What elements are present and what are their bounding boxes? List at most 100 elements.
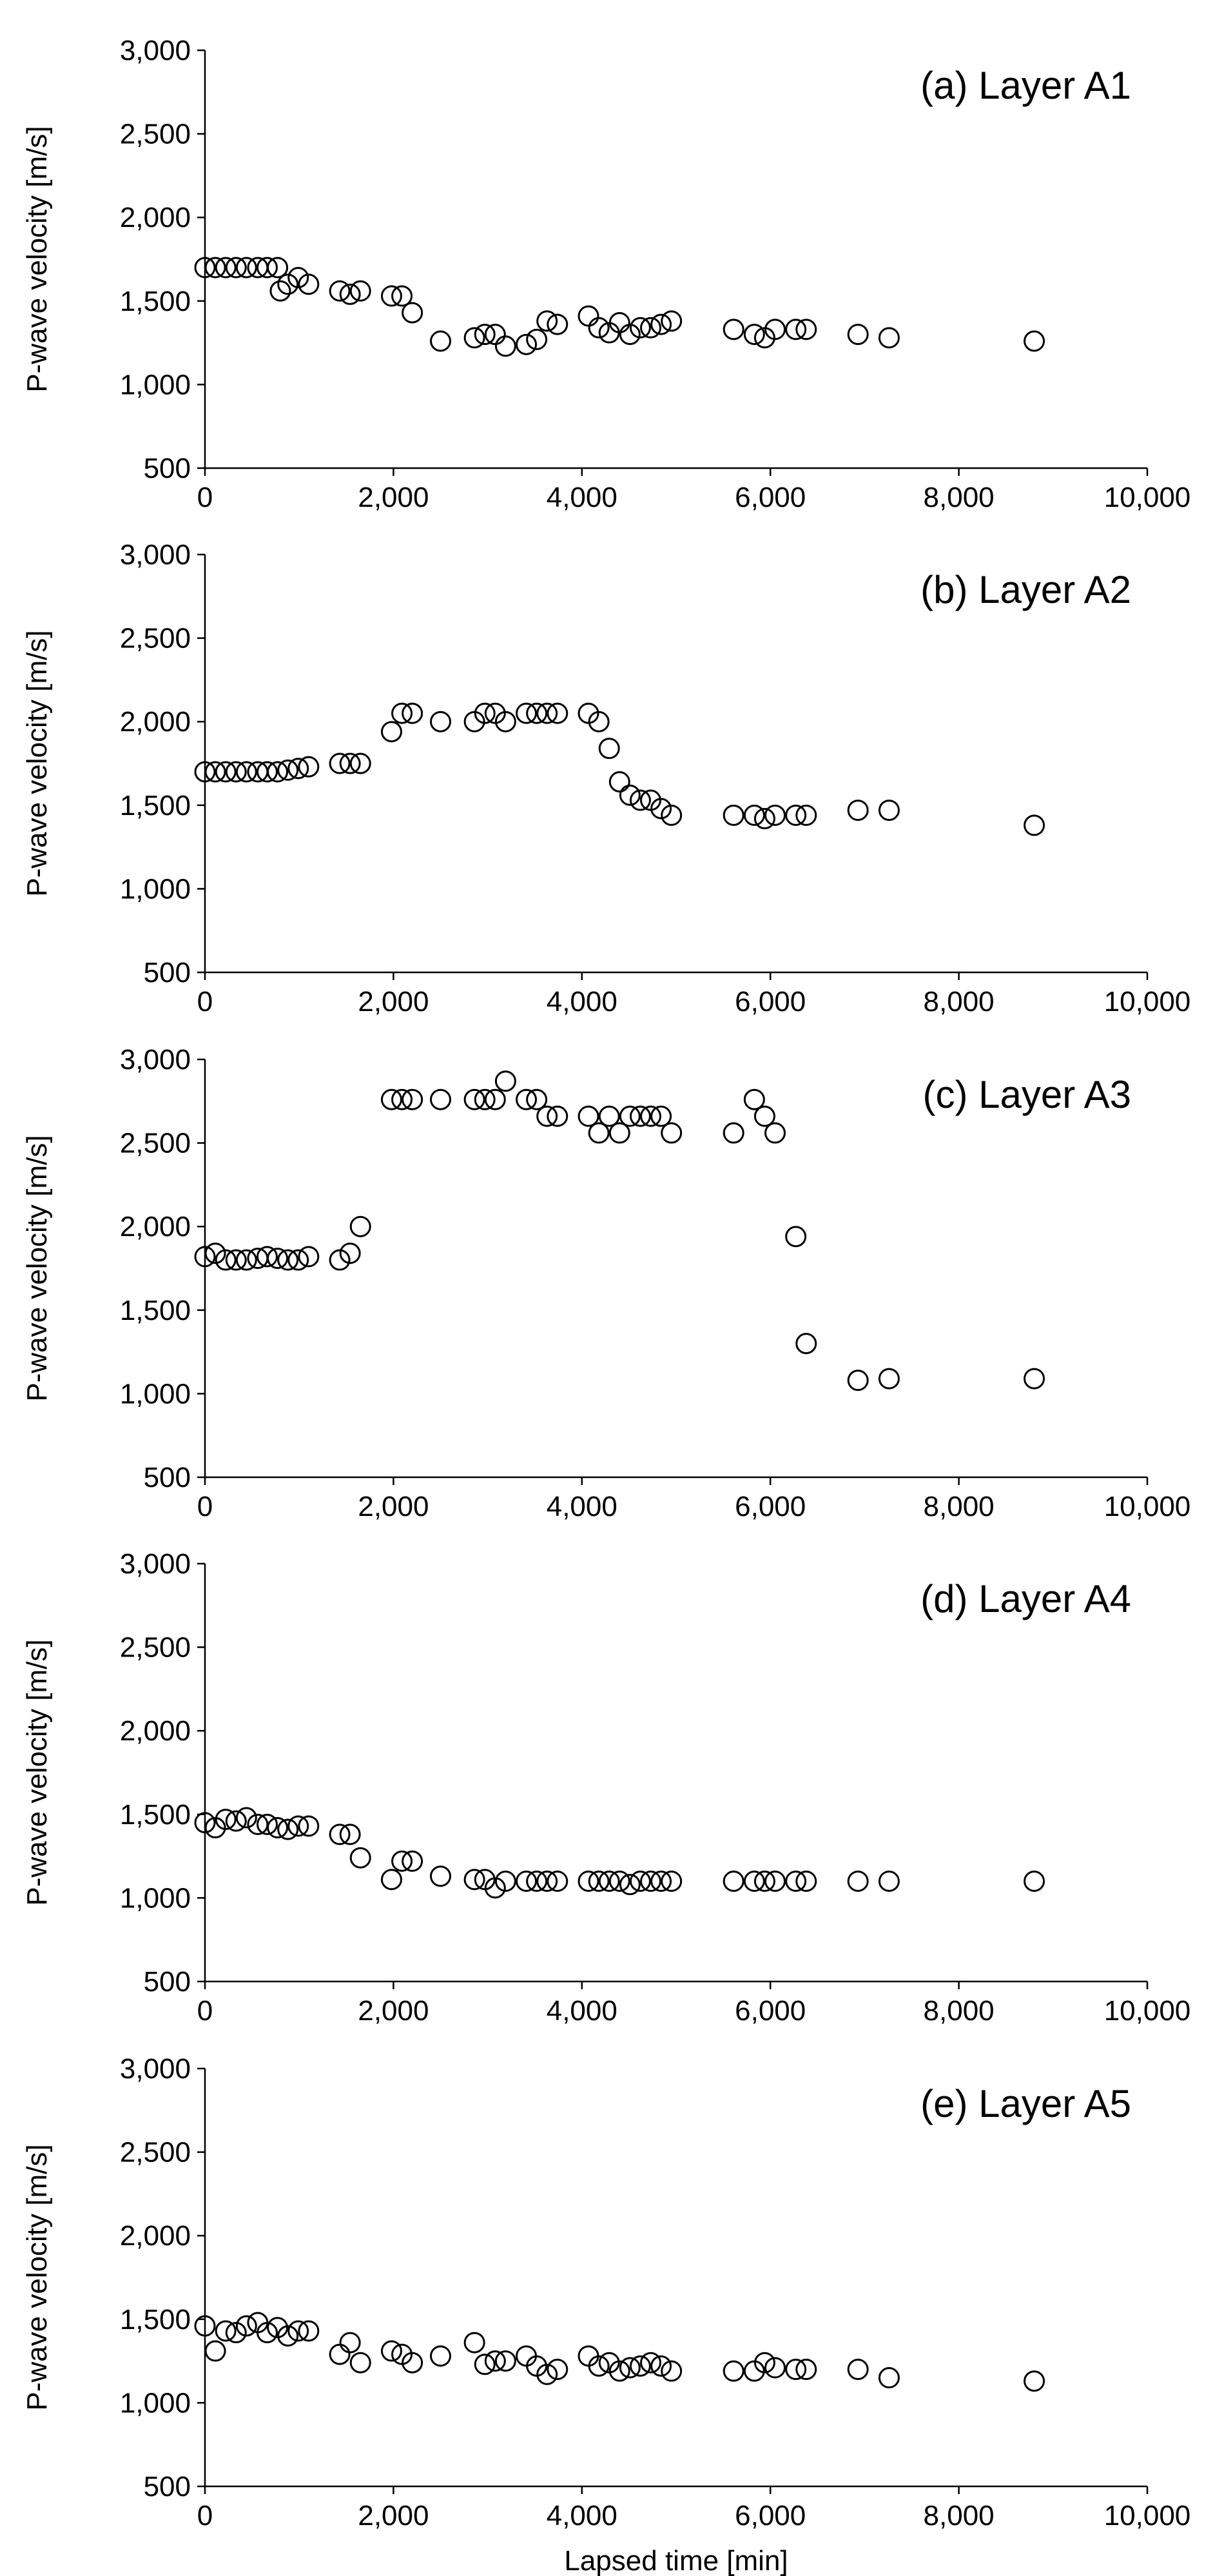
panel-title: (b) Layer A2 xyxy=(920,568,1131,611)
x-tick-label: 4,000 xyxy=(547,1995,617,2027)
data-point xyxy=(764,1870,786,1892)
data-point xyxy=(1024,1368,1045,1390)
y-tick-label: 1,500 xyxy=(120,790,191,821)
data-point xyxy=(785,319,807,340)
data-point xyxy=(267,1247,289,1269)
data-point xyxy=(629,317,651,339)
data-point xyxy=(235,761,257,783)
data-point xyxy=(764,804,786,826)
data-point xyxy=(516,333,538,355)
y-tick-label: 500 xyxy=(144,2471,191,2502)
x-axis-title: Lapsed time [min] xyxy=(564,2545,788,2576)
y-tick-label: 3,000 xyxy=(120,539,191,571)
data-point xyxy=(391,285,413,307)
x-tick-label: 6,000 xyxy=(735,1491,806,1522)
data-point xyxy=(743,804,765,826)
data-point xyxy=(598,1105,620,1127)
data-point xyxy=(298,1246,320,1268)
data-point xyxy=(204,761,226,783)
x-tick-label: 8,000 xyxy=(924,1491,995,1522)
data-point xyxy=(329,2343,351,2365)
data-point xyxy=(215,2320,237,2342)
data-point xyxy=(256,1813,278,1835)
data-point xyxy=(578,305,599,327)
data-point xyxy=(402,1088,423,1110)
data-point xyxy=(235,1807,257,1829)
data-point xyxy=(619,324,641,346)
data-point xyxy=(267,1817,289,1839)
y-tick-label: 3,000 xyxy=(120,1044,191,1076)
data-point xyxy=(661,310,683,332)
data-point xyxy=(225,1810,247,1832)
data-point xyxy=(619,784,641,806)
data-point xyxy=(391,702,413,724)
data-point xyxy=(785,804,807,826)
data-point xyxy=(194,761,216,783)
data-point xyxy=(1024,2370,1045,2392)
data-point xyxy=(1024,1870,1045,1892)
data-point xyxy=(847,1870,869,1892)
data-point xyxy=(287,2320,309,2342)
y-axis-title: P-wave velocity [m/s] xyxy=(21,630,53,896)
data-point xyxy=(878,800,900,821)
data-point xyxy=(526,1088,548,1110)
data-point xyxy=(484,1877,506,1899)
data-point xyxy=(878,2367,900,2389)
data-point xyxy=(661,1870,683,1892)
x-tick-label: 0 xyxy=(197,1995,213,2027)
data-point xyxy=(661,1122,683,1144)
data-point xyxy=(256,1246,278,1268)
data-point xyxy=(269,280,291,302)
data-point xyxy=(235,257,257,279)
y-tick-label: 1,000 xyxy=(120,2387,191,2419)
data-point xyxy=(650,1105,672,1127)
data-point xyxy=(277,1249,299,1271)
x-tick-label: 4,000 xyxy=(547,986,617,1018)
data-point xyxy=(536,1870,558,1892)
data-point xyxy=(743,324,765,346)
data-point xyxy=(256,761,278,783)
data-point xyxy=(463,2332,485,2354)
data-point xyxy=(380,721,402,743)
data-point xyxy=(494,711,516,732)
data-point xyxy=(847,1370,869,1391)
y-tick-label: 3,000 xyxy=(120,35,191,66)
data-point xyxy=(349,2352,371,2374)
x-tick-label: 8,000 xyxy=(924,986,995,1018)
data-point xyxy=(267,761,289,783)
data-point xyxy=(277,273,299,295)
y-tick-label: 1,500 xyxy=(120,1295,191,1326)
panel-1: 500 1,000 1,500 2,000 2,500 3,000 0 2,000 4,000 6… xyxy=(21,35,1190,513)
data-point xyxy=(536,1105,558,1127)
data-point xyxy=(578,1870,599,1892)
data-point xyxy=(298,1815,320,1837)
y-axis-title: P-wave velocity [m/s] xyxy=(21,1639,53,1905)
data-point xyxy=(547,702,568,724)
data-point xyxy=(329,280,351,302)
x-tick-label: 0 xyxy=(197,2500,213,2532)
data-point xyxy=(650,313,672,335)
y-tick-label: 2,500 xyxy=(120,623,191,654)
data-point xyxy=(339,1243,361,1264)
data-point xyxy=(785,1226,807,1248)
y-tick-label: 2,000 xyxy=(120,1715,191,1747)
data-point xyxy=(608,771,630,793)
data-point xyxy=(484,1088,506,1110)
data-point xyxy=(339,752,361,774)
data-point xyxy=(640,1870,662,1892)
y-tick-label: 3,000 xyxy=(120,2053,191,2085)
y-tick-label: 2,000 xyxy=(120,706,191,738)
x-tick-label: 0 xyxy=(197,1491,213,1522)
data-point xyxy=(1024,814,1045,836)
data-point xyxy=(287,267,309,289)
data-point xyxy=(463,327,485,349)
data-point xyxy=(349,280,371,302)
data-point xyxy=(329,1249,351,1271)
data-point xyxy=(235,1249,257,1271)
data-point xyxy=(526,328,548,350)
x-tick-label: 2,000 xyxy=(358,482,429,513)
data-point xyxy=(1024,330,1045,352)
data-point xyxy=(578,1105,599,1127)
panel-2: 500 1,000 1,500 2,000 2,500 3,000 0 2,000 4,000 6… xyxy=(21,539,1190,1018)
